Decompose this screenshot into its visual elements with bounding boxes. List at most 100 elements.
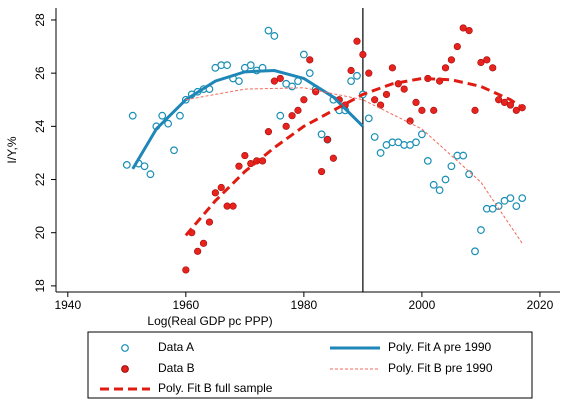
data-point	[140, 162, 149, 171]
data-point	[217, 183, 225, 192]
data-point	[223, 61, 232, 70]
data-point	[199, 239, 208, 247]
data-point	[471, 106, 479, 114]
data-point	[430, 106, 438, 114]
data-point	[512, 202, 521, 211]
data-point	[500, 98, 509, 107]
data-point	[288, 82, 296, 91]
x-tick-label: 2020	[527, 298, 554, 312]
data-point	[483, 56, 491, 64]
data-point	[235, 162, 243, 170]
fit-line	[184, 76, 524, 237]
data-point	[306, 56, 314, 64]
x-tick-label: 2000	[409, 298, 436, 312]
data-point	[441, 64, 450, 72]
legend-key	[121, 344, 129, 352]
legend-key	[121, 365, 129, 373]
data-point	[365, 69, 373, 77]
y-tick-label: 18	[33, 279, 47, 293]
y-tick-label: 24	[33, 119, 47, 133]
data-point	[347, 77, 355, 86]
data-point	[241, 151, 249, 160]
data-point	[412, 138, 420, 147]
fit-line	[131, 68, 364, 170]
data-point	[246, 61, 255, 70]
x-axis-label: Log(Real GDP pc PPP)	[147, 314, 272, 328]
data-point	[205, 218, 214, 226]
data-point	[276, 111, 285, 120]
data-point	[158, 111, 167, 120]
x-tick-label: 1960	[172, 298, 199, 312]
data-point	[294, 106, 302, 114]
x-tick-label: 1980	[291, 298, 318, 312]
data-point	[494, 202, 503, 211]
data-point	[453, 42, 461, 51]
data-point	[364, 114, 373, 123]
data-point	[465, 27, 473, 35]
data-point	[423, 157, 432, 165]
data-point	[447, 162, 456, 171]
data-point	[229, 202, 237, 210]
data-point	[276, 74, 284, 83]
data-point	[477, 226, 485, 234]
data-point	[353, 37, 361, 45]
data-point	[235, 77, 243, 86]
y-tick-label: 22	[33, 173, 47, 187]
data-point	[477, 58, 485, 67]
data-point	[194, 247, 202, 255]
data-point	[412, 98, 420, 107]
data-point	[359, 50, 367, 59]
data-point	[182, 266, 190, 274]
data-point	[459, 24, 467, 32]
y-tick-label: 20	[33, 226, 47, 240]
data-point	[489, 64, 497, 72]
y-axis-label: I/Y,%	[5, 136, 19, 163]
data-point	[376, 149, 385, 157]
data-point	[518, 194, 527, 203]
data-point	[447, 56, 456, 64]
data-point	[170, 146, 178, 155]
data-point	[382, 90, 391, 99]
data-point	[122, 160, 131, 169]
data-point	[435, 186, 444, 195]
data-point	[512, 106, 520, 114]
data-point	[471, 247, 479, 256]
data-point	[264, 128, 273, 136]
data-point	[441, 175, 450, 184]
data-point	[376, 101, 385, 109]
data-point	[282, 122, 290, 130]
data-point	[347, 66, 355, 75]
legend-label: Data A	[158, 340, 194, 354]
data-point	[176, 111, 184, 120]
data-point	[429, 180, 438, 189]
legend-box	[87, 331, 533, 399]
data-point	[305, 69, 314, 78]
legend-label: Data B	[158, 361, 195, 375]
data-point	[418, 106, 426, 114]
data-point	[459, 151, 468, 160]
data-point	[388, 64, 396, 72]
data-point	[323, 136, 332, 144]
data-point	[264, 26, 273, 35]
data-point	[211, 189, 219, 197]
data-point	[317, 167, 326, 176]
data-point	[317, 130, 326, 139]
data-point	[270, 32, 279, 40]
legend-label: Poly. Fit B full sample	[158, 381, 273, 395]
y-tick-label: 28	[33, 13, 47, 27]
data-point	[400, 85, 408, 93]
data-point	[506, 194, 515, 203]
data-point	[312, 88, 320, 96]
data-point	[495, 96, 503, 104]
data-point	[299, 50, 308, 59]
data-point	[353, 71, 361, 80]
data-point	[164, 119, 173, 128]
data-point	[371, 96, 379, 104]
data-point	[288, 112, 296, 120]
data-point	[128, 111, 137, 120]
data-point	[506, 101, 515, 109]
data-point	[270, 77, 278, 85]
legend-label: Poly. Fit B pre 1990	[388, 361, 493, 375]
data-point	[300, 96, 308, 104]
